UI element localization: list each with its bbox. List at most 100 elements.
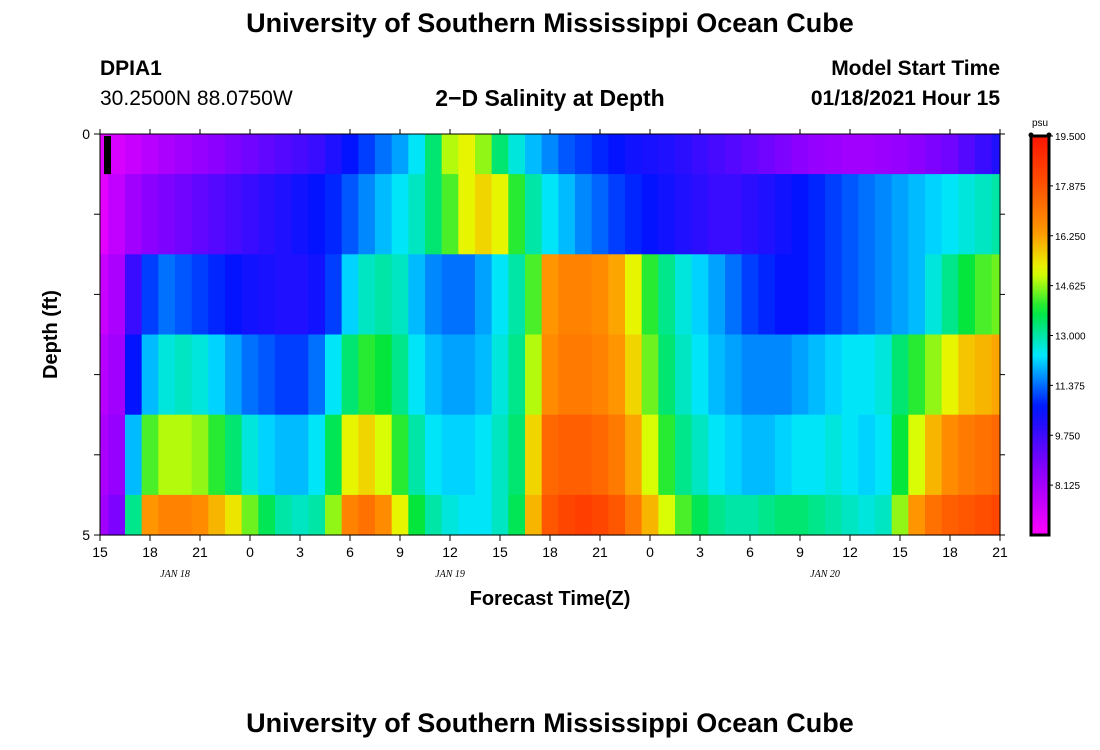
y-tick-label: 0 [82,126,90,142]
heatmap-cell [625,334,643,416]
heatmap-cell [125,254,143,336]
heatmap-cell [525,254,543,336]
heatmap-cell [475,494,493,536]
heatmap-cell [425,334,443,416]
y-tick-label: 5 [82,527,90,543]
heatmap-cell [191,174,209,255]
heatmap-cell [391,494,409,536]
colorbar-dot [1046,132,1052,138]
chart-subtitle: 2−D Salinity at Depth [435,85,665,111]
heatmap-cell [691,254,709,336]
heatmap-cell [541,254,559,336]
heatmap-cell [308,334,326,416]
heatmap-cell [708,254,726,336]
heatmap-cell [625,414,643,496]
x-tick-label: 21 [192,544,208,560]
heatmap-cell [108,494,126,536]
heatmap-cell [825,414,843,496]
heatmap-cell [158,494,176,536]
heatmap-cell [841,334,859,416]
heatmap-cell [508,174,526,255]
x-tick-label: 9 [796,544,804,560]
heatmap-cell [541,494,559,536]
heatmap-cell [791,134,809,175]
heatmap-cell [658,254,676,336]
model-start-label: Model Start Time [831,57,1000,80]
x-tick-label: 12 [842,544,858,560]
heatmap-cell [741,134,759,175]
x-axis: 15 18 21 0 3 6 9 12 15 18 21 0 3 6 9 12 15 18 21 [92,129,1008,560]
heatmap-cell [591,174,609,255]
heatmap-cell [325,334,343,416]
heatmap-cell [575,134,593,175]
heatmap-cell [158,334,176,416]
heatmap-cell [241,174,259,255]
heatmap-cell [158,134,176,175]
heatmap-cell [341,494,359,536]
heatmap-cell [708,334,726,416]
heatmap-cell [525,494,543,536]
heatmap-cell [391,254,409,336]
heatmap-cell [975,174,993,255]
heatmap-cell [208,334,226,416]
heatmap-cell [525,414,543,496]
heatmap-cell [608,414,626,496]
heatmap-cell [658,334,676,416]
heatmap-cell [275,494,293,536]
heatmap-cell [125,174,143,255]
heatmap-cell [941,494,959,536]
heatmap-cell [325,414,343,496]
heatmap-cell [291,134,309,175]
heatmap-cell [925,414,943,496]
heatmap-cell [775,254,793,336]
heatmap-cell [741,414,759,496]
heatmap-cell [175,134,193,175]
x-tick-label: 6 [746,544,754,560]
heatmap-cell [875,414,893,496]
heatmap-cell [541,414,559,496]
heatmap-cell [591,134,609,175]
heatmap-cell [258,494,276,536]
heatmap-cell [375,254,393,336]
heatmap-cell [458,334,476,416]
heatmap-cell [941,414,959,496]
heatmap-cell [125,494,143,536]
heatmap-cell [841,254,859,336]
heatmap-cell [758,134,776,175]
date-label: JAN 20 [810,569,840,580]
heatmap-cell [291,414,309,496]
heatmap-cell [608,494,626,536]
heatmap-cell [558,414,576,496]
heatmap-cell [375,494,393,536]
heatmap-cell [891,494,909,536]
heatmap-cell [675,414,693,496]
heatmap-cell [508,414,526,496]
heatmap-cell [425,134,443,175]
heatmap-cell [541,334,559,416]
colorbar-unit: psu [1032,118,1048,129]
x-tick-label: 18 [142,544,158,560]
heatmap-cell [758,334,776,416]
heatmap-cell [458,254,476,336]
heatmap-cell [775,134,793,175]
salinity-heatmap: 15 18 21 0 3 6 9 12 15 18 21 0 3 6 9 12 15 18 21 05 JAN 18… [40,118,1086,610]
heatmap-cell [908,254,926,336]
x-tick-label: 18 [942,544,958,560]
x-tick-label: 21 [992,544,1008,560]
heatmap-cell [408,494,426,536]
heatmap-cell [508,334,526,416]
heatmap-cell [475,414,493,496]
heatmap-cell [741,334,759,416]
heatmap-cell [658,414,676,496]
heatmap-cell [591,494,609,536]
heatmap-cell [325,494,343,536]
colorbar-tick-label: 11.375 [1055,381,1085,392]
y-axis-title: Depth (ft) [40,290,62,379]
heatmap-cell [358,134,376,175]
heatmap-cell [875,254,893,336]
heatmap-cell [991,334,1001,416]
heatmap-cell [908,174,926,255]
heatmap-cell [258,254,276,336]
heatmap-cell [708,174,726,255]
current-time-marker [104,136,111,175]
